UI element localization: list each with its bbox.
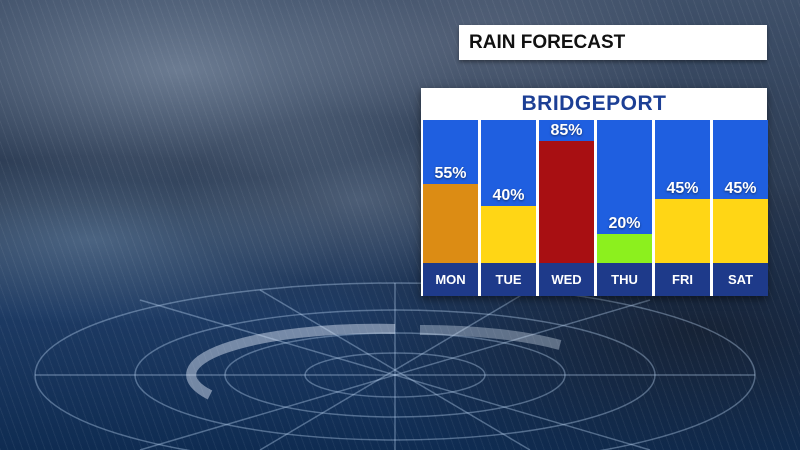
day-label-wed: WED bbox=[539, 263, 594, 296]
bar-column-thu: 20% THU bbox=[597, 120, 652, 296]
day-label-fri: FRI bbox=[655, 263, 710, 296]
forecast-panel: BRIDGEPORT 55% MON 40% TUE 85% WED 20% THU 45% FR… bbox=[421, 88, 768, 296]
value-label-mon: 55% bbox=[434, 165, 467, 182]
bar-mon bbox=[423, 184, 478, 263]
bar-wed bbox=[539, 141, 594, 263]
value-label-wed: 85% bbox=[550, 122, 583, 139]
city-title: BRIDGEPORT bbox=[521, 92, 667, 115]
value-label-sat: 45% bbox=[724, 180, 757, 197]
value-label-fri: 45% bbox=[666, 180, 699, 197]
day-label-thu: THU bbox=[597, 263, 652, 296]
day-label-tue: TUE bbox=[481, 263, 536, 296]
bar-thu bbox=[597, 234, 652, 263]
value-label-tue: 40% bbox=[492, 187, 525, 204]
bar-chart: 55% MON 40% TUE 85% WED 20% THU 45% FRI 45% SAT bbox=[421, 120, 768, 296]
bar-column-mon: 55% MON bbox=[423, 120, 478, 296]
bar-column-wed: 85% WED bbox=[539, 120, 594, 296]
forecast-title: RAIN FORECAST bbox=[459, 25, 767, 60]
bar-fri bbox=[655, 199, 710, 263]
bar-sat bbox=[713, 199, 768, 263]
bar-column-sat: 45% SAT bbox=[713, 120, 768, 296]
bar-tue bbox=[481, 206, 536, 263]
value-label-thu: 20% bbox=[608, 215, 641, 232]
bar-column-fri: 45% FRI bbox=[655, 120, 710, 296]
bar-column-tue: 40% TUE bbox=[481, 120, 536, 296]
day-label-mon: MON bbox=[423, 263, 478, 296]
day-label-sat: SAT bbox=[713, 263, 768, 296]
